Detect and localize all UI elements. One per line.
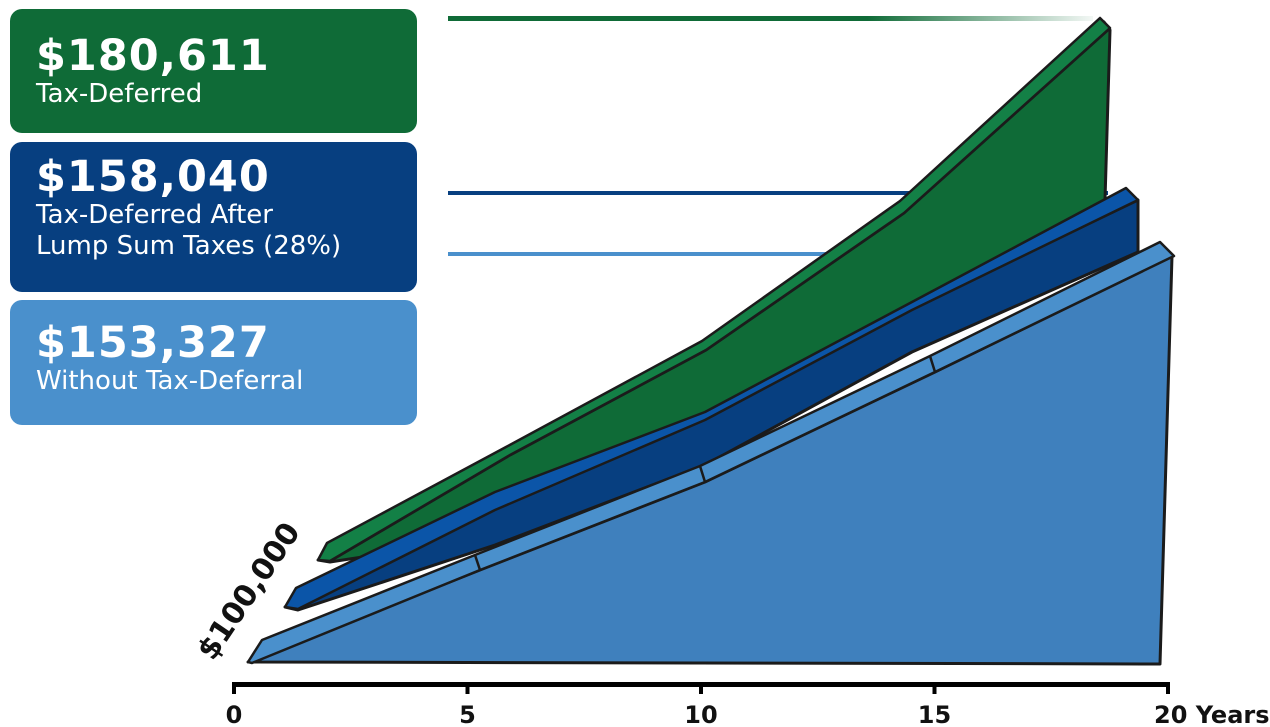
series-tax-deferred-bevel	[316, 16, 1112, 563]
legend-label: Without Tax-Deferral	[36, 366, 304, 396]
legend-label: Lump Sum Taxes (28%)	[36, 231, 342, 261]
legend-without-deferral: $153,327 Without Tax-Deferral	[10, 300, 417, 425]
x-tick-mark	[1166, 682, 1170, 694]
legend-value: $158,040	[36, 152, 270, 202]
x-tick-label: 15	[918, 701, 951, 727]
x-tick-label: 5	[459, 701, 476, 727]
legend-value: $180,611	[36, 31, 270, 81]
x-tick-mark	[465, 682, 470, 694]
x-axis-ticks: 0 5 10 15 20 Years	[226, 682, 1270, 727]
x-tick-label: 0	[226, 701, 243, 727]
leader-line-without-deferral	[448, 252, 1168, 256]
series-without-deferral-bevel	[246, 240, 1176, 665]
leader-line-tax-deferred	[448, 16, 1093, 21]
segment-divider	[698, 465, 707, 483]
legend-value: $153,327	[36, 318, 270, 368]
x-tick-label: 10	[684, 701, 717, 727]
leader-line-after-lump-sum	[448, 191, 1108, 195]
x-tick-mark	[932, 682, 937, 694]
legend-label: Tax-Deferred After	[36, 200, 273, 230]
legend-tax-deferred: $180,611 Tax-Deferred	[10, 9, 417, 133]
legend-after-lump-sum: $158,040 Tax-Deferred After Lump Sum Tax…	[10, 142, 417, 292]
segment-divider	[928, 355, 937, 373]
x-tick-mark	[699, 682, 703, 694]
series-without-deferral	[246, 240, 1176, 666]
series-after-lump-sum-bevel	[283, 186, 1140, 611]
legend-label: Tax-Deferred	[36, 79, 203, 109]
segment-divider	[473, 554, 482, 571]
x-tick-label: 20 Years	[1154, 701, 1270, 727]
x-tick-mark	[232, 682, 236, 694]
